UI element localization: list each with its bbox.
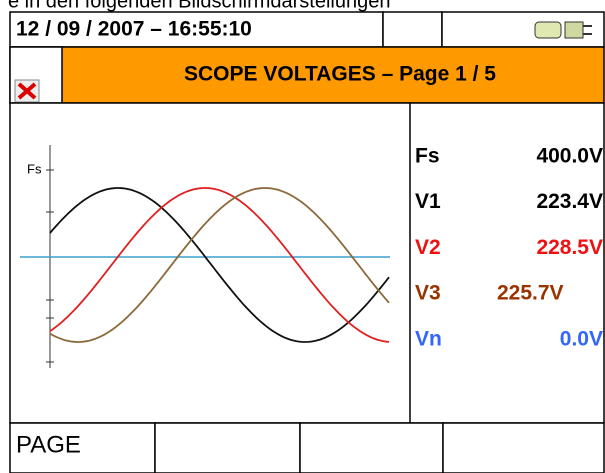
page-title: SCOPE VOLTAGES – Page 1 / 5 — [184, 63, 496, 86]
waveform — [49, 187, 390, 343]
reading-label: Fs — [415, 145, 440, 168]
datetime: 12 / 09 / 2007 – 16:55:10 — [16, 18, 252, 41]
axis-label: Fs — [27, 161, 42, 176]
power-icon — [534, 21, 592, 39]
reading-value: 0.0V — [560, 327, 603, 350]
datetime-cell — [9, 11, 384, 48]
waveform — [49, 187, 390, 343]
close-button[interactable] — [14, 79, 40, 103]
reading-value: 400.0V — [536, 145, 603, 168]
reading-value: 228.5V — [536, 236, 603, 259]
scope-graph: Fs — [20, 145, 390, 368]
main-panel — [9, 102, 605, 424]
reading-label: V2 — [415, 236, 441, 259]
waveform — [49, 187, 390, 343]
button-cell[interactable] — [442, 422, 605, 473]
readings: Fs 400.0V V1 223.4V V2 228.5V V3 225.7V Vn 0.0V — [415, 145, 603, 351]
reading-label: V3 — [415, 282, 441, 305]
footer: PAGE — [9, 422, 605, 473]
button-cell[interactable] — [154, 422, 301, 473]
empty-cell — [382, 11, 443, 48]
notice: e in den folgenden Bildschirmdarstellung… — [8, 0, 390, 12]
reading-value: 225.7V — [497, 282, 564, 305]
reading-value: 223.4V — [536, 190, 603, 213]
reading-label: V1 — [415, 190, 441, 213]
reading-label: Vn — [415, 327, 442, 350]
button-cell[interactable] — [299, 422, 444, 473]
page-button[interactable]: PAGE — [16, 431, 81, 458]
